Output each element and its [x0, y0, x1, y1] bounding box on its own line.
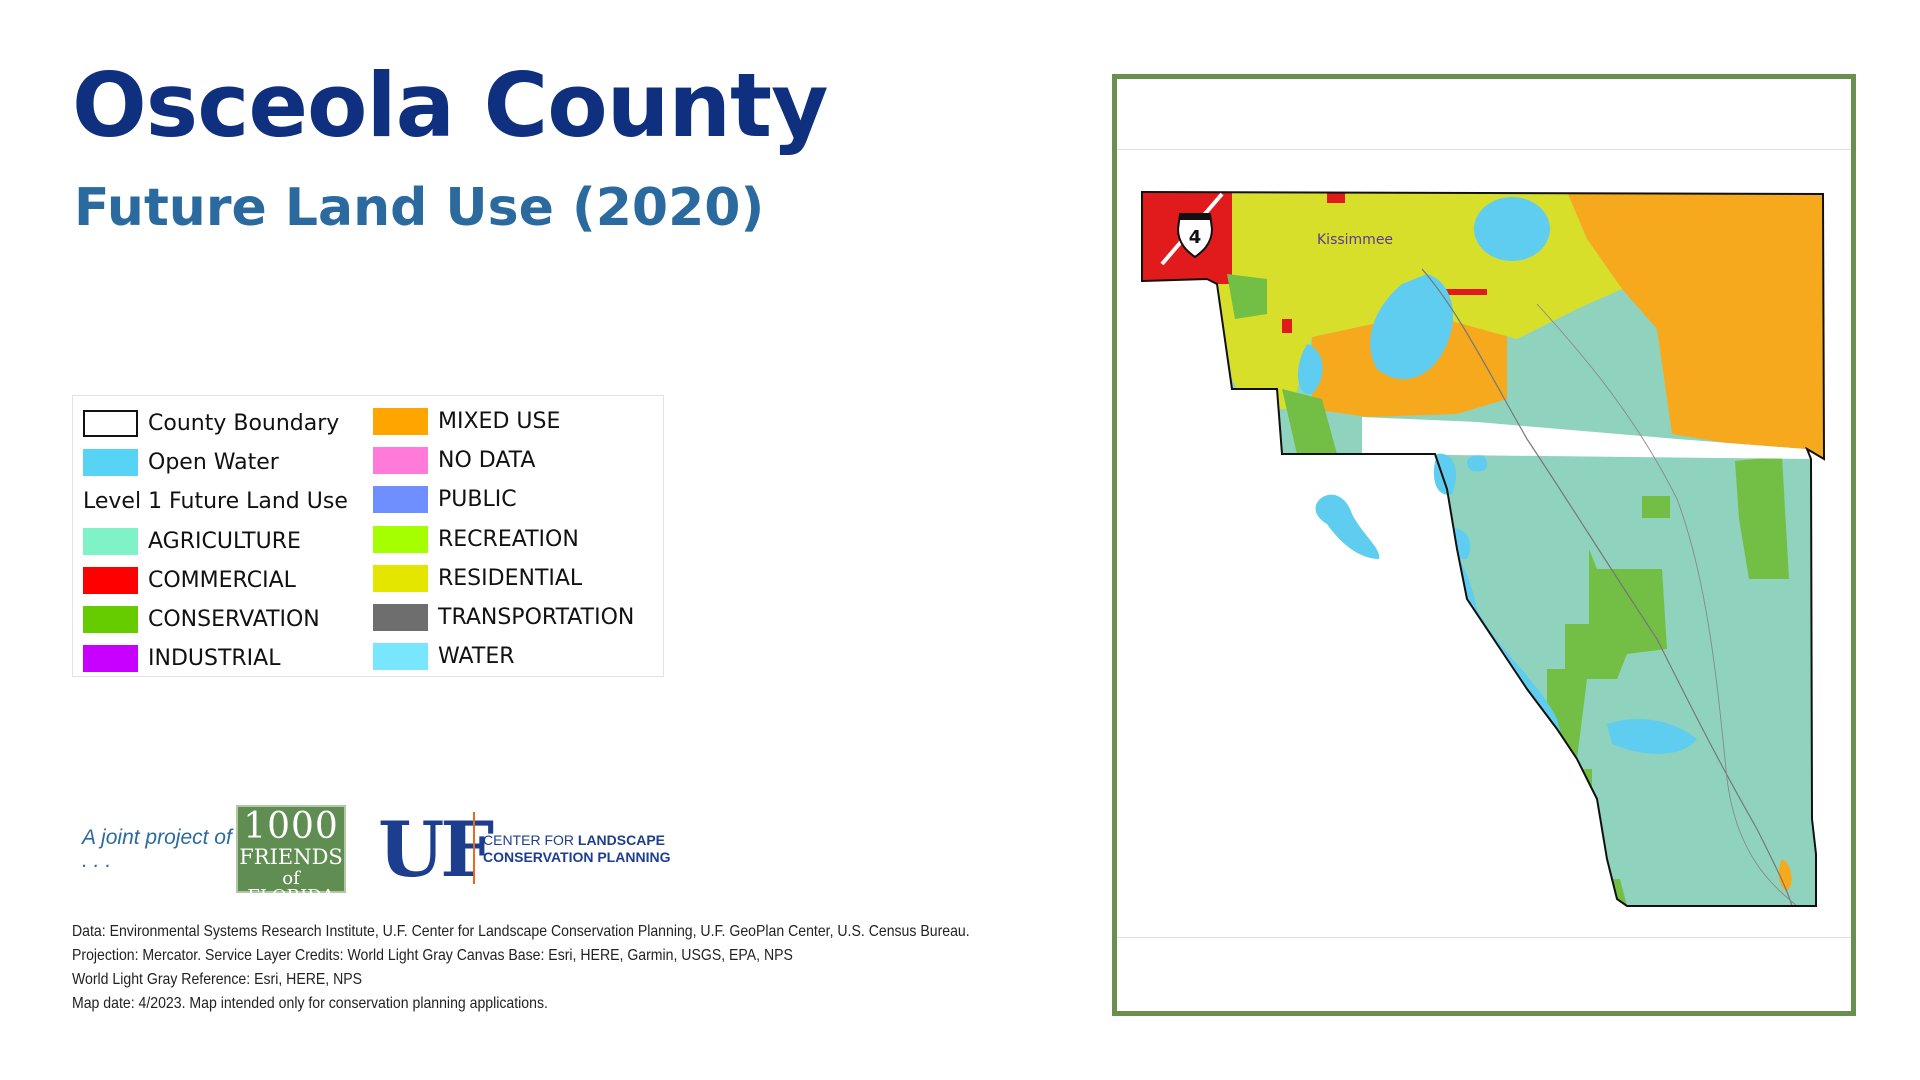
legend-label: TRANSPORTATION: [438, 604, 635, 630]
clcp-line2: CONSERVATION PLANNING: [483, 849, 671, 865]
legend-label: RECREATION: [438, 526, 579, 552]
legend-item-industrial: INDUSTRIAL: [83, 643, 280, 673]
lake-cypress: [1607, 719, 1697, 754]
legend-label: RESIDENTIAL: [438, 565, 583, 591]
map-frame-line-bottom: [1117, 937, 1851, 938]
credit-line: Data: Environmental Systems Research Ins…: [72, 923, 970, 940]
legend-item-transportation: TRANSPORTATION: [373, 602, 634, 632]
page-title: Osceola County: [72, 54, 828, 157]
legend-swatch-public: [373, 485, 428, 513]
clcp-logo-text: CENTER FOR LANDSCAPE CONSERVATION PLANNI…: [483, 832, 670, 866]
legend-item-open-water: Open Water: [83, 447, 279, 477]
legend-swatch-mixed-use: [373, 407, 428, 435]
interstate-shield-label: 4: [1189, 227, 1202, 248]
legend-label: Open Water: [148, 449, 279, 475]
legend-label: COMMERCIAL: [148, 567, 296, 593]
thousand-friends-line2: FRIENDS: [239, 845, 343, 869]
legend-swatch-agriculture: [83, 527, 138, 555]
legend-label: MIXED USE: [438, 408, 561, 434]
zone-commercial-corridor: [1417, 289, 1487, 295]
map-frame: 4 Kissimmee: [1112, 74, 1856, 1016]
legend-swatch-industrial: [83, 644, 138, 672]
legend-label: WATER: [438, 643, 515, 669]
legend-swatch-county-boundary: [83, 409, 138, 437]
legend-item-conservation: CONSERVATION: [83, 604, 320, 634]
legend-item-public: PUBLIC: [373, 484, 517, 514]
zone-conservation-nw: [1227, 274, 1267, 319]
lake-small-west: [1297, 344, 1323, 395]
legend-item-water: WATER: [373, 641, 515, 671]
legend-item-no-data: NO DATA: [373, 445, 535, 475]
lake-east-tohopekaliga: [1474, 197, 1550, 261]
zone-mixed-use-east: [1567, 192, 1823, 459]
zone-commercial-patch: [1282, 319, 1292, 333]
legend-swatch-conservation: [83, 605, 138, 633]
legend-swatch-no-data: [373, 446, 428, 474]
interstate-shield-icon: [1176, 213, 1214, 259]
thousand-friends-line1: 1000: [243, 806, 339, 847]
legend-item-recreation: RECREATION: [373, 524, 579, 554]
zone-conservation-west: [1282, 389, 1337, 454]
clcp-prefix: CENTER FOR: [483, 832, 578, 848]
zone-commercial-patch: [1327, 192, 1345, 203]
map-credits: Data: Environmental Systems Research Ins…: [72, 920, 1092, 1016]
thousand-friends-line3: of FLORIDA: [247, 868, 335, 907]
zone-conservation-strip: [1577, 769, 1592, 824]
zone-conservation-patch: [1642, 496, 1670, 518]
legend-item-residential: RESIDENTIAL: [373, 563, 582, 593]
legend-label: INDUSTRIAL: [148, 645, 281, 671]
zone-conservation-east: [1735, 456, 1789, 579]
legend-swatch-water: [373, 642, 428, 670]
legend-item-commercial: COMMERCIAL: [83, 565, 296, 595]
legend-swatch-recreation: [373, 525, 428, 553]
lake-west-outside: [1315, 494, 1380, 559]
county-boundary: [1141, 190, 1826, 907]
legend-swatch-transportation: [373, 603, 428, 631]
credit-line: Projection: Mercator. Service Layer Cred…: [72, 947, 793, 964]
credit-line: Map date: 4/2023. Map intended only for …: [72, 995, 548, 1012]
legend-item-mixed-use: MIXED USE: [373, 406, 560, 436]
credit-line: World Light Gray Reference: Esri, HERE, …: [72, 971, 363, 988]
clcp-bold: LANDSCAPE: [577, 832, 666, 848]
legend-label: County Boundary: [148, 410, 340, 436]
map-frame-line-top: [1117, 149, 1851, 150]
legend-label: PUBLIC: [438, 486, 517, 512]
legend-label: NO DATA: [438, 447, 536, 473]
uf-logo-divider: [473, 812, 475, 884]
legend-item-county-boundary: County Boundary: [83, 408, 339, 438]
map-legend: County Boundary Open Water Level 1 Futur…: [72, 395, 664, 677]
legend-swatch-open-water: [83, 448, 138, 476]
road-us-441: [1536, 303, 1798, 907]
zone-mixed-use-south: [1778, 859, 1792, 891]
legend-item-agriculture: AGRICULTURE: [83, 526, 301, 556]
zone-conservation-central: [1547, 549, 1667, 759]
county-map: 4 Kissimmee: [1141, 190, 1826, 907]
legend-heading: Level 1 Future Land Use: [83, 488, 348, 514]
place-label-kissimmee: Kissimmee: [1317, 232, 1393, 248]
interstate-shield-top: [1179, 214, 1211, 220]
legend-swatch-commercial: [83, 566, 138, 594]
lake-tohopekaliga: [1370, 274, 1454, 380]
joint-project-label: A joint project of . . .: [82, 826, 232, 872]
legend-label: CONSERVATION: [148, 606, 320, 632]
page-subtitle: Future Land Use (2020): [74, 178, 765, 238]
legend-label: AGRICULTURE: [148, 528, 301, 554]
thousand-friends-logo: 1000 FRIENDS of FLORIDA: [236, 805, 346, 906]
road-florida-turnpike: [1421, 268, 1793, 907]
legend-swatch-residential: [373, 564, 428, 592]
lake-small-center: [1466, 454, 1488, 472]
legend-heading-level1: Level 1 Future Land Use: [83, 486, 348, 516]
